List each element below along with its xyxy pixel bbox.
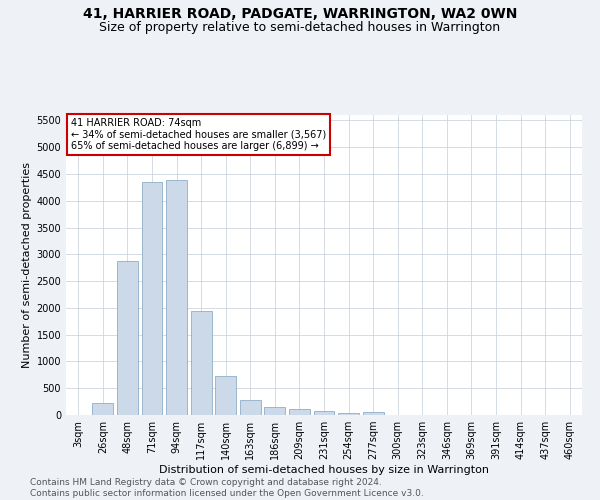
Bar <box>265 407 286 415</box>
Y-axis label: Number of semi-detached properties: Number of semi-detached properties <box>22 162 32 368</box>
Bar <box>314 411 334 415</box>
Text: Size of property relative to semi-detached houses in Warrington: Size of property relative to semi-detach… <box>100 21 500 34</box>
Text: Contains HM Land Registry data © Crown copyright and database right 2024.
Contai: Contains HM Land Registry data © Crown c… <box>30 478 424 498</box>
Text: 41 HARRIER ROAD: 74sqm
← 34% of semi-detached houses are smaller (3,567)
65% of : 41 HARRIER ROAD: 74sqm ← 34% of semi-det… <box>71 118 326 151</box>
Bar <box>215 376 236 415</box>
X-axis label: Distribution of semi-detached houses by size in Warrington: Distribution of semi-detached houses by … <box>159 465 489 475</box>
Bar <box>92 402 113 415</box>
Text: 41, HARRIER ROAD, PADGATE, WARRINGTON, WA2 0WN: 41, HARRIER ROAD, PADGATE, WARRINGTON, W… <box>83 8 517 22</box>
Bar <box>117 260 138 415</box>
Bar <box>166 180 187 415</box>
Bar <box>240 400 261 415</box>
Bar <box>191 310 212 415</box>
Bar <box>338 413 359 415</box>
Bar <box>289 410 310 415</box>
Bar <box>362 412 383 415</box>
Bar <box>142 182 163 415</box>
